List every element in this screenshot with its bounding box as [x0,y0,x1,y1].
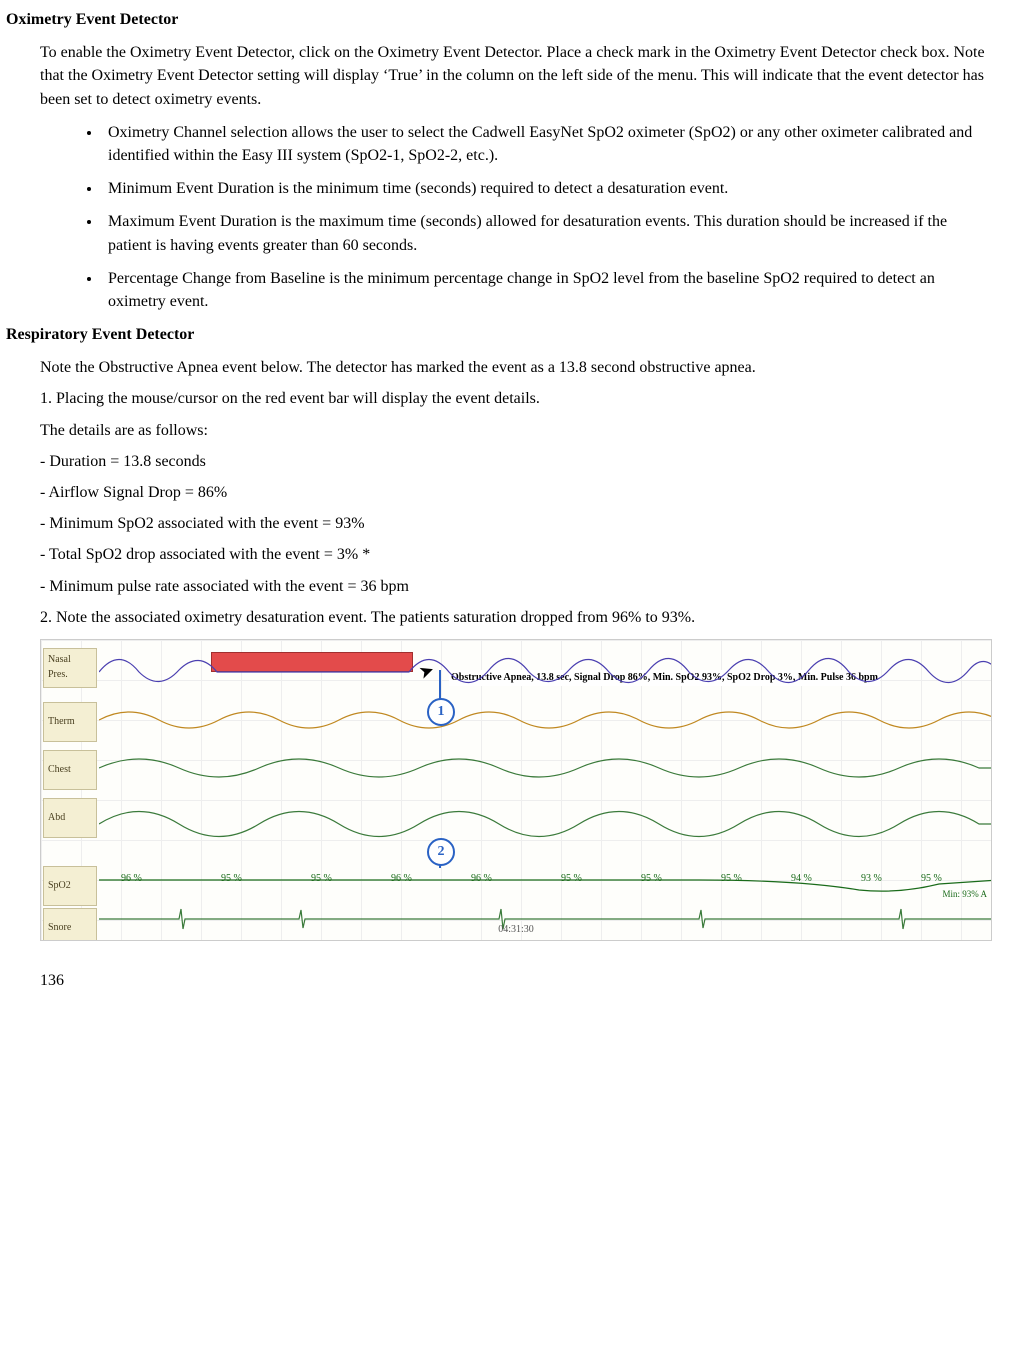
bullet-item: Minimum Event Duration is the minimum ti… [102,177,985,200]
channel-label-spo2: SpO2 [43,866,97,906]
spo2-value: 96 % [391,872,412,887]
psg-screenshot: Nasal Pres. Therm Chest Abd SpO2 Snore ➤… [40,639,992,941]
channel-label-snore: Snore [43,908,97,941]
spo2-value: 95 % [561,872,582,887]
spo2-value: 96 % [471,872,492,887]
detail-line: - Airflow Signal Drop = 86% [40,481,985,504]
waveform-chest [99,746,992,791]
spo2-value: 96 % [121,872,142,887]
spo2-value: 95 % [641,872,662,887]
spo2-min-label: Min: 93% A [942,888,987,901]
channel-label-chest: Chest [43,750,97,790]
detail-line: - Duration = 13.8 seconds [40,450,985,473]
waveform-nasal [99,642,992,697]
section-heading-respiratory: Respiratory Event Detector [6,323,995,346]
detail-line: - Minimum pulse rate associated with the… [40,575,985,598]
oximetry-intro: To enable the Oximetry Event Detector, c… [40,41,985,111]
spo2-value: 95 % [921,872,942,887]
waveform-abd [99,794,992,854]
timestamp: 04:31:30 [498,923,534,938]
oximetry-bullets: Oximetry Channel selection allows the us… [80,121,985,313]
section-heading-oximetry: Oximetry Event Detector [6,8,995,31]
detail-line: - Minimum SpO2 associated with the event… [40,512,985,535]
channel-label-nasal: Nasal Pres. [43,648,97,688]
step-2: 2. Note the associated oximetry desatura… [40,606,985,629]
bullet-item: Percentage Change from Baseline is the m… [102,267,985,313]
callout-marker-1: 1 [427,698,455,726]
bullet-item: Maximum Event Duration is the maximum ti… [102,210,985,256]
waveform-snore [99,904,992,934]
bullet-item: Oximetry Channel selection allows the us… [102,121,985,167]
channel-label-abd: Abd [43,798,97,838]
respiratory-intro: Note the Obstructive Apnea event below. … [40,356,985,379]
details-intro: The details are as follows: [40,419,985,442]
spo2-value: 95 % [311,872,332,887]
spo2-value: 95 % [221,872,242,887]
channel-label-therm: Therm [43,702,97,742]
callout-marker-2: 2 [427,838,455,866]
page-number: 136 [40,969,995,992]
detail-line: - Total SpO2 drop associated with the ev… [40,543,985,566]
step-1: 1. Placing the mouse/cursor on the red e… [40,387,985,410]
spo2-value: 95 % [721,872,742,887]
spo2-value: 94 % [791,872,812,887]
waveform-therm [99,698,992,743]
spo2-value: 93 % [861,872,882,887]
callout-line-1 [439,670,441,700]
